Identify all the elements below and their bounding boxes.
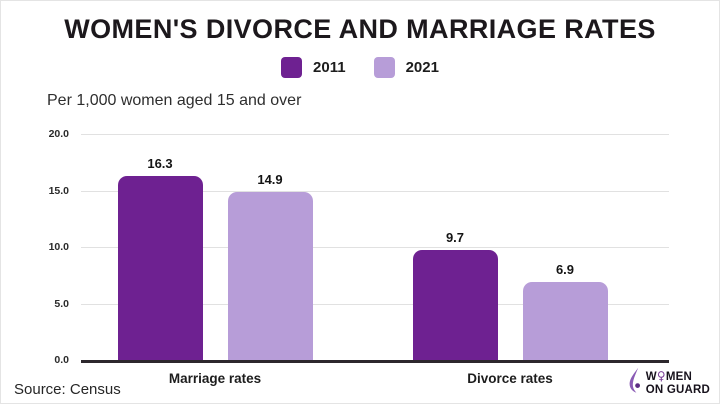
bar-2021-marriage-rates [227,191,313,360]
bar-2011-marriage-rates [117,175,203,360]
women-on-guard-icon [628,367,643,399]
female-symbol-icon: ♀ [656,368,666,383]
legend-swatch-2011 [281,57,303,78]
bar-value-label: 16.3 [147,155,173,171]
x-axis-label-marriage-rates: Marriage rates [168,371,262,386]
bar-2011-divorce-rates [412,250,498,360]
gridline [81,303,669,305]
chart-title: WOMEN'S DIVORCE AND MARRIAGE RATES [64,14,656,44]
y-tick-label: 5.0 [54,297,69,310]
y-axis: 0.0 5.0 10.0 15.0 20.0 [23,128,69,366]
legend-swatch-2021 [373,57,395,78]
gridline [81,247,669,248]
bar-value-label: 14.9 [257,171,283,187]
source-note: Source: Census [14,381,121,398]
gridline [81,190,669,192]
gridline [81,134,669,135]
bar-value-label: 6.9 [555,262,575,278]
legend-label-2011: 2011 [313,59,346,76]
logo-text: W♀MEN ON GUARD [645,368,710,397]
x-axis-label-divorce-rates: Divorce rates [467,371,553,386]
legend-label-2021: 2021 [405,59,439,76]
legend-item-2011: 2011 [281,57,346,78]
bar-2021-divorce-rates [522,282,608,360]
y-tick-label: 10.0 [48,241,69,253]
plot-area: 16.3 14.9 Marriage rates 9.7 6.9 Divorce rate… [81,134,669,386]
logo-line1: W♀MEN [645,368,692,383]
y-tick-label: 15.0 [48,184,69,197]
brand-logo: W♀MEN ON GUARD [628,367,710,399]
logo-line2: ON GUARD [645,383,710,396]
y-tick-label: 0.0 [54,354,69,366]
legend-item-2021: 2021 [373,57,439,78]
legend: 2011 2021 [1,57,719,78]
bar-value-label: 9.7 [445,230,465,246]
y-tick-label: 20.0 [48,128,69,140]
chart-subtitle: Per 1,000 women aged 15 and over [47,92,302,109]
